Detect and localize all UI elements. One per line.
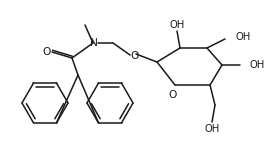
Text: OH: OH [250,60,265,70]
Text: N: N [90,38,98,48]
Text: O: O [43,47,51,57]
Text: O: O [169,90,177,100]
Text: OH: OH [169,20,185,30]
Text: OH: OH [235,32,250,42]
Text: O: O [131,51,139,61]
Text: OH: OH [204,124,220,134]
